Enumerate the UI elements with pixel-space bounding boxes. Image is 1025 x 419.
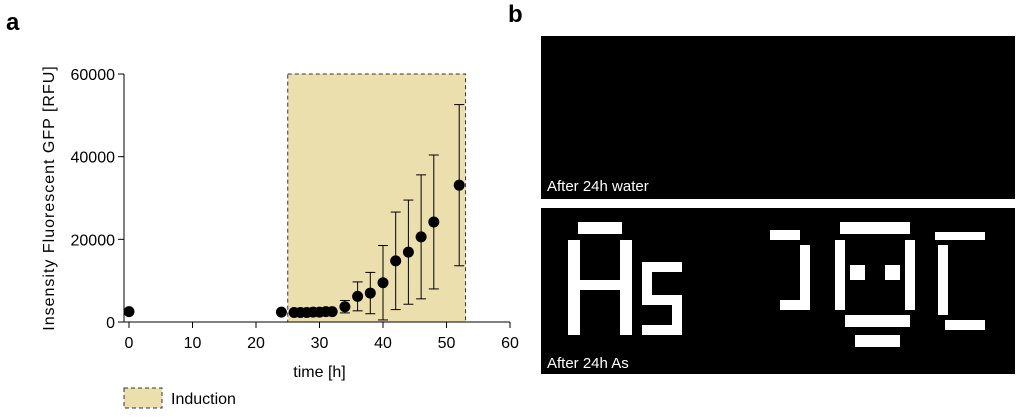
legend-swatch (123, 387, 163, 409)
x-tick-label: 50 (438, 335, 456, 352)
pixel-art (568, 222, 985, 347)
data-point (123, 306, 135, 318)
data-point (326, 306, 338, 318)
image-water (541, 36, 1015, 199)
data-point (453, 179, 465, 191)
data-point (352, 290, 364, 302)
induction-region (287, 73, 467, 323)
y-tick-label: 60000 (71, 67, 116, 84)
image-caption: After 24h water (547, 178, 649, 195)
y-tick-label: 0 (106, 315, 115, 332)
x-tick-label: 40 (374, 335, 392, 352)
data-point (390, 255, 402, 267)
y-tick-label: 20000 (71, 232, 116, 249)
data-point (377, 277, 389, 289)
x-tick-label: 60 (501, 335, 519, 352)
legend-label: Induction (171, 391, 236, 408)
data-point (428, 216, 440, 228)
panel-label: a (6, 9, 20, 36)
data-point (339, 301, 351, 313)
data-point (364, 287, 376, 299)
image-caption: After 24h As (547, 355, 629, 372)
x-axis-label: time [h] (293, 364, 345, 381)
panel-label: b (508, 1, 523, 28)
y-axis-label: Insensity Fluorescent GFP [RFU] (41, 65, 58, 330)
x-tick-label: 30 (311, 335, 329, 352)
x-tick-label: 10 (184, 335, 202, 352)
x-tick-label: 20 (247, 335, 265, 352)
data-point (275, 306, 287, 318)
data-point (402, 246, 414, 258)
data-point (415, 231, 427, 243)
plot: 0 20000 40000 60000 0 10 20 30 40 50 60 time [h] Ins… (41, 65, 519, 409)
y-tick-label: 40000 (71, 150, 116, 167)
x-tick-label: 0 (125, 335, 134, 352)
